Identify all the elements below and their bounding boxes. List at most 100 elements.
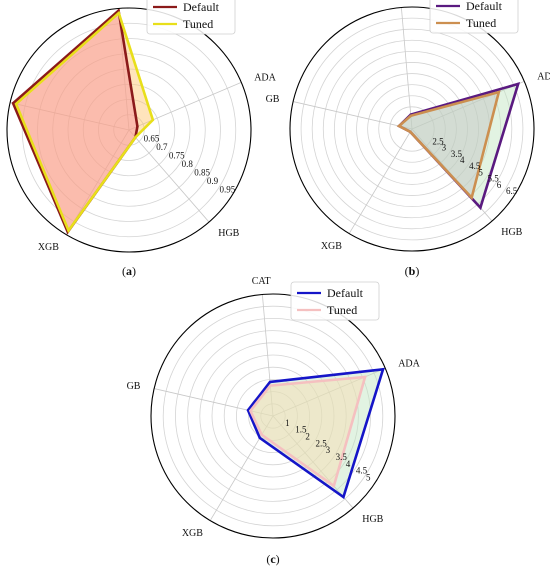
grid-ring <box>52 53 206 207</box>
r-tick-label: 2 <box>305 431 310 441</box>
r-tick-label: 4 <box>346 459 351 469</box>
grid-ring <box>389 106 435 152</box>
r-tick-label: 2.5 <box>432 136 444 146</box>
r-tick-label: 4.5 <box>356 466 368 476</box>
axis-spoke-ada <box>411 80 525 130</box>
series-area-default <box>248 369 384 498</box>
axis-spoke-gb <box>154 388 274 417</box>
legend-label-default: Default <box>183 0 220 14</box>
caption-b: (b) <box>405 264 420 278</box>
series-line-tuned <box>248 375 367 489</box>
legend-label-default: Default <box>327 286 364 300</box>
axis-label-gb: GB <box>266 94 280 105</box>
caption-letter-a: a <box>126 264 132 278</box>
r-tick-label: 5 <box>478 167 483 177</box>
legend-box <box>146 0 236 35</box>
legend-label-tuned: Tuned <box>327 303 357 317</box>
axis-label-gb: GB <box>127 381 141 392</box>
data-point-default-cat <box>268 380 272 384</box>
r-tick-label: 3 <box>442 143 447 153</box>
radar-grid <box>154 294 386 527</box>
axis-spoke-gb <box>10 102 130 131</box>
grid-ring <box>82 83 176 177</box>
grid-ring <box>378 95 446 163</box>
grid-ring <box>367 84 457 174</box>
data-point-tuned-cat <box>269 384 272 387</box>
series-area-tuned <box>16 13 153 231</box>
data-point-default-xgb <box>258 436 262 440</box>
axis-label-hgb: HGB <box>362 514 383 525</box>
data-point-tuned-gb <box>397 124 401 128</box>
axis-label-ada: ADA <box>398 358 420 369</box>
caption-letter-b: b <box>409 264 416 278</box>
axis-label-ada: ADA <box>537 71 550 82</box>
data-point-default-ada <box>516 82 520 86</box>
data-point-tuned-ada <box>363 375 367 379</box>
grid-ring <box>187 330 359 502</box>
axis-label-xgb: XGB <box>38 242 59 253</box>
grid-ring <box>248 391 298 441</box>
legend: Default Tuned <box>429 0 519 34</box>
r-tick-label: 0.8 <box>182 159 194 169</box>
r-tick-label: 2.5 <box>315 438 327 448</box>
series-area-tuned <box>250 376 366 486</box>
grid-ring <box>345 62 479 196</box>
data-point-default-hgb <box>342 495 345 499</box>
r-tick-label: 6.5 <box>506 186 518 196</box>
series-line-tuned <box>396 90 501 201</box>
r-tick-label: 3.5 <box>451 149 463 159</box>
axis-label-xgb: XGB <box>182 528 203 539</box>
data-point-tuned-hgb <box>332 484 336 488</box>
data-point-default-ada <box>381 368 385 371</box>
caption-letter-c: c <box>270 552 276 566</box>
grid-ring <box>162 305 384 527</box>
legend-label-tuned: Tuned <box>466 16 496 30</box>
axis-spoke-cat <box>261 294 274 417</box>
axis-label-ada: ADA <box>254 72 276 83</box>
r-tick-label: 0.65 <box>144 134 160 144</box>
r-tick-label: 3.5 <box>336 452 348 462</box>
grid-ring <box>322 39 502 219</box>
axis-spoke-gb <box>293 101 413 130</box>
axis-label-hgb: HGB <box>218 228 239 239</box>
axis-spoke-cat <box>117 8 130 131</box>
grid-ring <box>260 403 286 429</box>
axis-spoke-ada <box>128 81 242 131</box>
legend-label-default: Default <box>466 0 503 13</box>
r-tick-label: 3 <box>326 445 331 455</box>
radar-chart-b: 2.533.544.555.566.5CATADAHGBXGBGBDefault… <box>266 0 550 278</box>
radar-frame <box>289 6 535 252</box>
legend-label-tuned: Tuned <box>183 17 213 31</box>
r-tick-label: 6 <box>497 180 502 190</box>
grid-ring <box>199 342 347 490</box>
r-tick-label: 4.5 <box>469 161 481 171</box>
r-tick-label: 1 <box>285 418 290 428</box>
r-tick-label: 0.7 <box>156 142 168 152</box>
caption-c: (c) <box>266 552 279 566</box>
radar-chart-c: 1 1.52 2.53 3.54 4.55 CAT ADA HGB XGB GB Default Tu… <box>127 276 421 566</box>
radar-grid <box>10 8 242 238</box>
r-tick-label: 1.5 <box>295 425 307 435</box>
data-point-tuned-hgb <box>134 136 137 139</box>
axis-spoke-xgb <box>348 128 413 234</box>
radar-frame <box>6 7 252 253</box>
legend: Default Tuned <box>146 0 236 35</box>
axis-label-cat: CAT <box>252 276 271 287</box>
radar-chart-a: 0.650.70.750.80.850.90.95 CAT ADA HGB XGB GB D… <box>6 0 277 278</box>
axis-label-xgb: XGB <box>321 241 342 252</box>
data-point-default-ada <box>136 125 139 128</box>
grid-ring <box>223 366 323 466</box>
data-point-tuned-hgb <box>470 196 473 199</box>
data-point-tuned-xgb <box>67 229 70 232</box>
r-tick-label: 4 <box>460 155 465 165</box>
grid-ring <box>300 17 524 241</box>
axis-spoke-cat <box>400 7 413 130</box>
axis-spoke-xgb <box>209 415 274 521</box>
data-point-tuned-cat <box>117 11 120 15</box>
grid-ring <box>311 28 513 230</box>
axis-label-hgb: HGB <box>501 227 522 238</box>
legend-box <box>429 0 519 34</box>
r-tick-label: 5.5 <box>488 174 500 184</box>
data-point-tuned-gb <box>249 409 252 412</box>
